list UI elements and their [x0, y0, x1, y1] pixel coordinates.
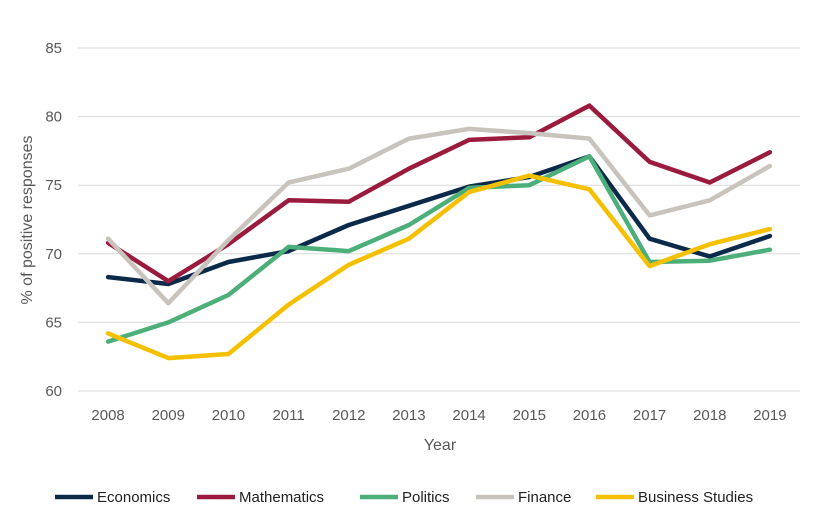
legend: Economics Mathematics Politics Finance Busin… — [55, 489, 753, 506]
legend-item-mathematics: Mathematics — [197, 489, 324, 506]
legend-item-business-studies: Business Studies — [596, 489, 753, 506]
x-tick-label: 2012 — [332, 407, 365, 424]
x-tick-label: 2011 — [272, 407, 304, 424]
x-axis-title: Year — [424, 437, 457, 454]
series-lines — [105, 103, 773, 361]
series-line-politics — [105, 154, 773, 344]
y-tick-label: 65 — [45, 314, 62, 331]
x-tick-label: 2016 — [573, 407, 606, 424]
legend-item-economics: Economics — [55, 489, 170, 506]
y-axis-ticks: 60 65 70 75 80 85 — [45, 40, 62, 400]
legend-label: Finance — [518, 489, 571, 506]
y-tick-label: 85 — [45, 40, 62, 57]
y-tick-label: 60 — [45, 383, 62, 400]
x-tick-label: 2018 — [693, 407, 726, 424]
legend-label: Mathematics — [239, 489, 324, 506]
x-tick-label: 2019 — [753, 407, 786, 424]
series-line-finance — [105, 126, 773, 306]
legend-label: Politics — [402, 489, 450, 506]
x-axis-ticks: 2008 2009 2010 2011 2012 2013 2014 2015 2016 2017… — [91, 407, 786, 424]
gridlines — [78, 47, 800, 392]
x-tick-label: 2009 — [152, 407, 185, 424]
y-tick-label: 80 — [45, 109, 62, 126]
series-line-economics — [105, 154, 773, 287]
x-tick-label: 2010 — [212, 407, 245, 424]
legend-label: Economics — [97, 489, 170, 506]
x-tick-label: 2017 — [633, 407, 666, 424]
legend-label: Business Studies — [638, 489, 753, 506]
y-tick-label: 75 — [45, 177, 62, 194]
y-tick-label: 70 — [45, 246, 62, 263]
x-tick-label: 2008 — [91, 407, 124, 424]
x-tick-label: 2014 — [452, 407, 485, 424]
legend-item-finance: Finance — [476, 489, 571, 506]
y-axis-title: % of positive responses — [19, 136, 36, 305]
legend-item-politics: Politics — [360, 489, 450, 506]
series-line-business-studies — [105, 173, 773, 361]
x-tick-label: 2013 — [392, 407, 425, 424]
x-tick-label: 2015 — [513, 407, 546, 424]
